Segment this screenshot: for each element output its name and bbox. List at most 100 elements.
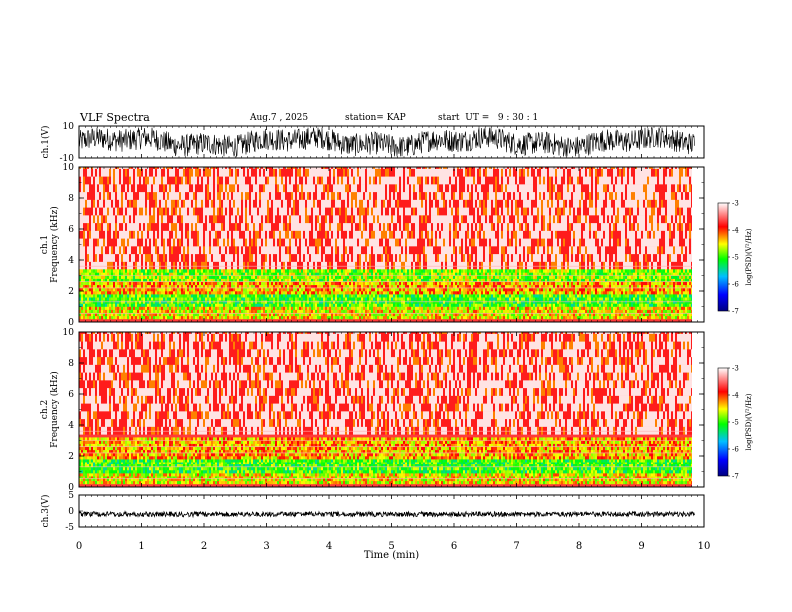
ch1-cell <box>227 278 229 282</box>
ch1-cell <box>367 294 369 298</box>
ch1-cell <box>329 253 331 262</box>
ch1-cell <box>141 176 143 185</box>
ch1-cell <box>83 303 85 307</box>
ch1-cell <box>347 281 349 286</box>
ch1-cell <box>151 306 153 310</box>
ch1-cell <box>125 199 127 208</box>
ch1-cell <box>247 253 249 262</box>
ch1-cell <box>387 191 389 200</box>
ch1-cell <box>329 309 331 313</box>
ch1-cell <box>121 261 123 270</box>
ch1-cell <box>161 294 163 298</box>
ch1-cell <box>305 261 307 270</box>
ch1-cell <box>121 215 123 224</box>
ch1-cell <box>203 275 205 279</box>
ch1-cell <box>303 303 305 307</box>
ch1-cell <box>95 281 97 286</box>
ch1-cell <box>347 287 349 292</box>
ch1-cell <box>287 284 289 289</box>
ch1-cell <box>111 312 113 317</box>
ch1-cell <box>123 294 125 298</box>
ch1-cell <box>125 281 127 286</box>
ch1-cell <box>321 284 323 289</box>
ch1-cell <box>375 199 377 208</box>
ch1-cell <box>153 168 155 177</box>
ch1-cell <box>229 191 231 200</box>
ch1-cell <box>145 275 147 279</box>
ch1-cell <box>137 291 139 295</box>
ch1-cell <box>229 297 231 301</box>
ch1-cell <box>147 238 149 247</box>
ch1-cell <box>321 275 323 279</box>
ch1-cell <box>383 315 385 320</box>
ch1-cell <box>345 253 347 262</box>
ch1-cell <box>79 278 81 282</box>
ch1-cell <box>191 284 193 289</box>
ch1-cell <box>111 215 113 224</box>
ch1-cell <box>321 269 323 273</box>
ch1-cell <box>379 294 381 298</box>
ch1-cell <box>169 207 171 216</box>
ch1-cell <box>173 309 175 313</box>
ch1-cell <box>263 269 265 273</box>
ch1-cell <box>221 269 223 273</box>
ch1-cell <box>107 309 109 313</box>
ch1-cell <box>115 167 117 169</box>
ch1-cell <box>317 167 319 169</box>
ch1-cell <box>95 312 97 317</box>
ch1-cell <box>333 215 335 224</box>
ch1-cell <box>233 309 235 313</box>
ch1-cell <box>301 272 303 276</box>
ch1-cell <box>107 191 109 200</box>
ch1-cell <box>187 309 189 313</box>
ch1-cell <box>287 269 289 273</box>
ch1-cell <box>219 306 221 310</box>
ch1-cell <box>309 184 311 193</box>
ch1-cell <box>143 309 145 313</box>
ch1-cell <box>257 281 259 286</box>
ch1-cell <box>339 199 341 208</box>
ch1-cell <box>327 287 329 292</box>
ch1-cell <box>329 315 331 320</box>
ch1-cell <box>95 275 97 279</box>
ch1-cell <box>109 297 111 301</box>
ch1-cell <box>265 275 267 279</box>
ch1-cell <box>173 199 175 208</box>
station-label: station= KAP <box>345 113 406 123</box>
ch1-cell <box>97 168 99 177</box>
ch1-cell <box>283 284 285 289</box>
ch1-cell <box>203 207 205 216</box>
ch1-cell <box>281 294 283 298</box>
ch1-cell <box>199 272 201 276</box>
ch1-cell <box>85 294 87 298</box>
ch1-cell <box>235 287 237 292</box>
ch1-cell <box>317 253 319 262</box>
ch1-cell <box>119 303 121 307</box>
ch1-cell <box>107 303 109 307</box>
ch1-cell <box>189 246 191 255</box>
ch1-cell <box>323 176 325 185</box>
ch1-cell <box>107 176 109 185</box>
ch1-cell <box>273 261 275 270</box>
ch1-cell <box>333 284 335 289</box>
ch1-cell <box>113 284 115 289</box>
ch1-cell <box>345 297 347 301</box>
ch1-cell <box>173 303 175 307</box>
ch1-cell <box>165 269 167 273</box>
ch1-cell <box>105 238 107 247</box>
ch1-cell <box>247 294 249 298</box>
ch1-cell <box>245 312 247 317</box>
ch1-cell <box>131 275 133 279</box>
ch1-cell <box>99 191 101 200</box>
ch1-cell <box>379 238 381 247</box>
ch1-cell <box>293 261 295 270</box>
ch1-cell <box>311 246 313 255</box>
ch1-cell <box>273 176 275 185</box>
ch1-cell <box>339 238 341 247</box>
ch1-cell <box>139 281 141 286</box>
ch1-cell <box>95 309 97 313</box>
ch1-cell <box>119 261 121 270</box>
ch1-cell <box>79 230 81 239</box>
ch1-cell <box>249 253 251 262</box>
ch1-cell <box>121 287 123 292</box>
